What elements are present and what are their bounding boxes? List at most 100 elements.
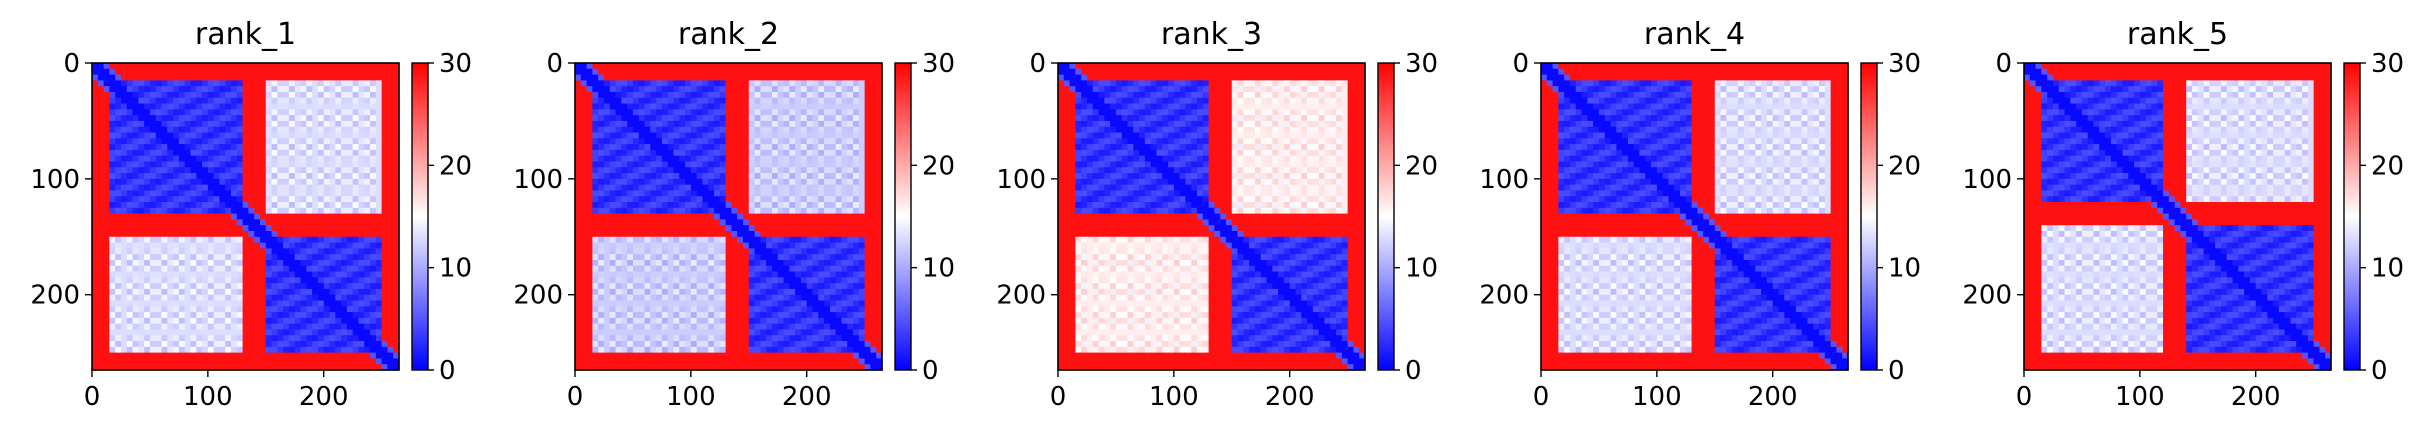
heatmap-cell (248, 352, 255, 360)
heatmap-cell (621, 132, 628, 139)
heatmap-cell (294, 167, 302, 174)
heatmap-cell (766, 167, 773, 174)
heatmap-cell (300, 184, 307, 192)
heatmap-cell (115, 144, 122, 151)
heatmap-cell (818, 120, 825, 128)
heatmap-cell (173, 115, 180, 122)
heatmap-cell (824, 80, 831, 87)
heatmap-cell (603, 288, 611, 296)
heatmap-cell (806, 254, 814, 261)
heatmap-cell (312, 358, 319, 365)
heatmap-cell (161, 230, 168, 238)
heatmap-cell (248, 225, 255, 232)
heatmap-cell (609, 109, 617, 116)
heatmap-cell (335, 74, 342, 81)
heatmap-cell (708, 190, 715, 197)
heatmap-cell (341, 230, 348, 238)
heatmap-cell (312, 271, 319, 278)
heatmap-cell (575, 97, 582, 105)
heatmap-cell (231, 346, 238, 354)
heatmap-cell (225, 178, 232, 186)
heatmap-cell (708, 259, 715, 267)
heatmap-cell (317, 259, 325, 267)
heatmap-cell (173, 312, 180, 319)
heatmap-cell (126, 161, 134, 168)
heatmap-cell (575, 219, 582, 226)
heatmap-cell (381, 225, 389, 232)
heatmap-cell (109, 352, 116, 360)
heatmap-cell (603, 173, 611, 180)
heatmap-cell (644, 202, 651, 209)
heatmap-cell (777, 265, 785, 273)
heatmap-cell (283, 242, 290, 249)
heatmap-cell (795, 68, 802, 76)
heatmap-cell (184, 225, 192, 232)
heatmap-cell (294, 259, 302, 267)
heatmap-cell (835, 68, 843, 76)
heatmap-cell (615, 144, 622, 151)
heatmap-cell (196, 144, 203, 151)
heatmap-cell (650, 254, 657, 261)
heatmap-cell (259, 178, 267, 186)
heatmap-cell (783, 254, 790, 261)
heatmap-cell (656, 219, 663, 226)
heatmap-cell (615, 120, 622, 128)
heatmap-cell (876, 219, 883, 226)
heatmap-cell (317, 97, 325, 105)
heatmap-cell (615, 294, 622, 302)
heatmap-cell (760, 196, 767, 203)
heatmap-cell (213, 173, 221, 180)
heatmap-cell (754, 91, 761, 99)
heatmap-cell (184, 288, 192, 296)
heatmap-cell (190, 265, 197, 273)
heatmap-cell (806, 202, 814, 209)
heatmap-cell (719, 161, 727, 168)
heatmap-cell (609, 190, 617, 197)
heatmap-cell (92, 190, 99, 197)
heatmap-cell (702, 259, 709, 267)
heatmap-cell (196, 294, 203, 302)
heatmap-cell (259, 346, 267, 354)
heatmap-cell (742, 120, 750, 128)
heatmap-cell (760, 109, 767, 116)
heatmap-cell (632, 248, 640, 255)
heatmap-cell (358, 294, 365, 302)
heatmap-cell (265, 155, 273, 163)
heatmap-cell (288, 144, 296, 151)
heatmap-cell (317, 178, 325, 186)
heatmap-cell (271, 155, 278, 163)
heatmap-cell (225, 265, 232, 273)
heatmap-cell (370, 230, 377, 238)
heatmap-cell (115, 352, 122, 360)
heatmap-cell (364, 178, 371, 186)
heatmap-cell (364, 230, 371, 238)
heatmap-cell (97, 86, 105, 93)
heatmap-cell (609, 173, 617, 180)
heatmap-cell (196, 323, 203, 331)
heatmap-cell (317, 346, 325, 354)
heatmap-cell (393, 167, 400, 174)
heatmap-cell (580, 225, 588, 232)
heatmap-cell (248, 103, 255, 110)
heatmap-cell (742, 115, 750, 122)
heatmap-cell (812, 173, 819, 180)
heatmap-cell (341, 155, 348, 163)
heatmap-cell (638, 248, 646, 255)
heatmap-cell (341, 190, 348, 197)
heatmap-cell (254, 80, 261, 87)
heatmap-cell (731, 184, 738, 192)
heatmap-cell (627, 178, 634, 186)
heatmap-cell (800, 120, 808, 128)
heatmap-cell (213, 120, 221, 128)
heatmap-cell (242, 335, 249, 342)
heatmap-cell (207, 74, 215, 81)
heatmap-cell (132, 144, 139, 151)
heatmap-cell (609, 294, 617, 302)
heatmap-cell (387, 288, 394, 296)
heatmap-cell (864, 178, 872, 186)
heatmap-cell (173, 300, 180, 307)
heatmap-cell (835, 242, 843, 249)
heatmap-cell (242, 277, 249, 284)
heatmap-cell (219, 317, 226, 325)
heatmap-cell (173, 149, 180, 157)
